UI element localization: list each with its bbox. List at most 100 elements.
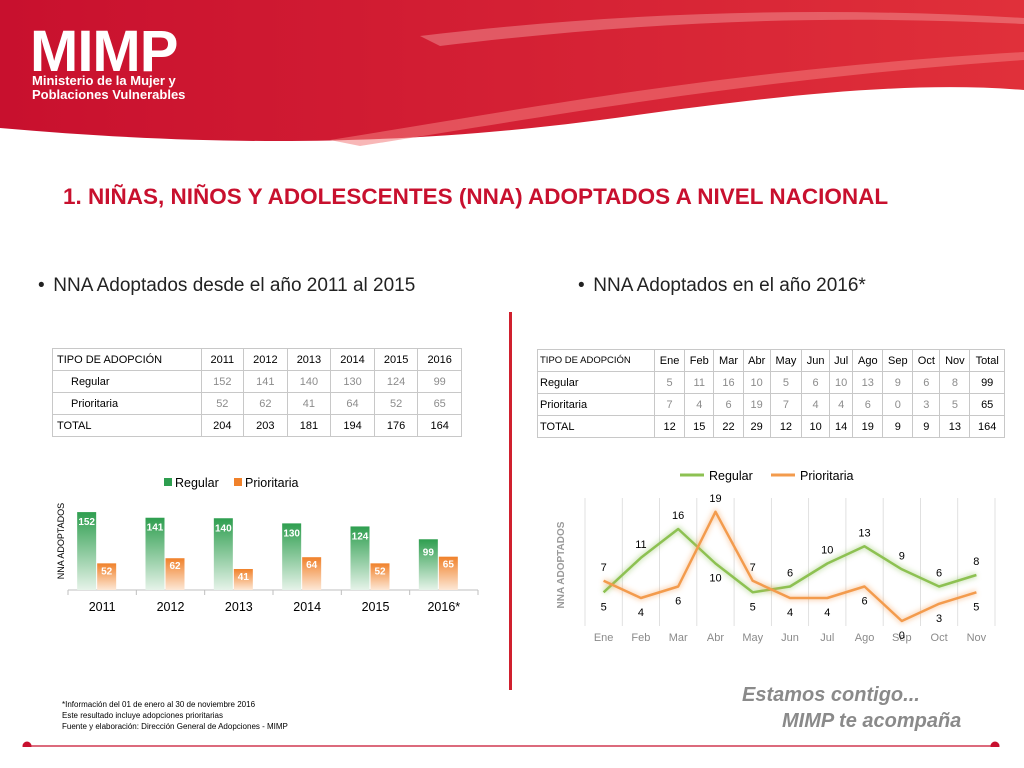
x-tick-label: 2013 bbox=[225, 600, 253, 614]
legend-label-regular: Regular bbox=[709, 469, 753, 483]
table-header-cell: Jul bbox=[828, 349, 854, 372]
bar-data-label: 62 bbox=[169, 561, 181, 572]
y-axis-label: NNA ADOPTADOS bbox=[556, 521, 567, 608]
slogan-line1: Estamos contigo... bbox=[742, 684, 920, 706]
data-label-prioritaria: 7 bbox=[601, 562, 607, 574]
table-cell: 52 bbox=[373, 392, 419, 415]
table-cell: 52 bbox=[200, 392, 245, 415]
footnote-line: *Información del 01 de enero al 30 de no… bbox=[62, 700, 256, 709]
data-label-regular: 10 bbox=[709, 573, 721, 585]
right-bullet-text: NNA Adoptados en el año 2016* bbox=[593, 275, 866, 296]
table-row: Prioritaria 52 62 41 64 52 65 bbox=[52, 392, 462, 415]
x-tick-label: 2016* bbox=[427, 600, 460, 614]
table-cell: 12 bbox=[769, 415, 803, 438]
bar-prioritaria bbox=[233, 568, 253, 590]
logo-subtitle-line1: Ministerio de la Mujer y bbox=[32, 73, 176, 88]
bar-data-label: 140 bbox=[215, 523, 232, 534]
row-label: TOTAL bbox=[52, 414, 202, 437]
x-tick-label: 2015 bbox=[362, 600, 390, 614]
x-tick-label: Abr bbox=[707, 632, 724, 644]
table-cell: 19 bbox=[742, 393, 771, 416]
bar-regular bbox=[213, 518, 233, 590]
bar-prioritaria bbox=[302, 557, 322, 590]
footnote-line: Fuente y elaboración: Dirección General … bbox=[62, 722, 288, 731]
bar-data-label: 130 bbox=[283, 528, 300, 539]
row-label: Regular bbox=[52, 370, 202, 393]
table-row: Regular 5 11 16 10 5 6 10 13 9 6 8 99 bbox=[536, 371, 1005, 394]
header-banner: MIMP Ministerio de la Mujer y Poblacione… bbox=[0, 0, 1024, 150]
row-label: Prioritaria bbox=[536, 393, 656, 416]
legend-swatch-regular bbox=[164, 478, 172, 486]
table-cell: 41 bbox=[286, 392, 332, 415]
footer-rule-dot-right bbox=[990, 741, 1000, 747]
monthly-adoption-table: TIPO DE ADOPCIÓN Ene Feb Mar Abr May Jun… bbox=[536, 349, 1005, 438]
bar-prioritaria bbox=[438, 556, 458, 590]
data-label-regular: 6 bbox=[787, 568, 793, 580]
yearly-adoption-table: TIPO DE ADOPCIÓN 2011 2012 2013 2014 201… bbox=[52, 348, 462, 437]
table-header-cell: TIPO DE ADOPCIÓN bbox=[52, 348, 202, 371]
bullet-dot-icon: • bbox=[578, 275, 585, 296]
data-label-prioritaria: 6 bbox=[861, 596, 867, 608]
table-cell: 15 bbox=[684, 415, 715, 438]
table-total-row: TOTAL 12 15 22 29 12 10 14 19 9 9 13 164 bbox=[536, 415, 1005, 438]
data-label-regular: 6 bbox=[936, 568, 942, 580]
data-label-prioritaria: 0 bbox=[899, 630, 905, 642]
x-tick-label: 2014 bbox=[293, 600, 321, 614]
vertical-divider bbox=[509, 312, 512, 690]
data-label-regular: 5 bbox=[750, 601, 756, 613]
x-tick-label: Feb bbox=[631, 632, 650, 644]
table-row: Regular 152 141 140 130 124 99 bbox=[52, 370, 462, 393]
data-label-prioritaria: 6 bbox=[675, 596, 681, 608]
data-label-regular: 13 bbox=[858, 527, 870, 539]
data-label-regular: 8 bbox=[973, 556, 979, 568]
header-wave-graphic bbox=[0, 0, 1024, 146]
x-tick-label: Ene bbox=[594, 632, 614, 644]
page-title: 1. NIÑAS, NIÑOS Y ADOLESCENTES (NNA) ADO… bbox=[63, 184, 889, 209]
bar-prioritaria bbox=[370, 563, 390, 590]
slogan-line2: MIMP te acompaña bbox=[782, 710, 962, 732]
table-cell: 16 bbox=[713, 371, 744, 394]
table-cell: 29 bbox=[742, 415, 771, 438]
logo-subtitle: Ministerio de la Mujer y Poblaciones Vul… bbox=[32, 74, 185, 102]
x-tick-label: Sep bbox=[892, 632, 912, 644]
bar-data-label: 152 bbox=[78, 517, 95, 528]
table-total-row: TOTAL 204 203 181 194 176 164 bbox=[52, 414, 462, 437]
y-axis-label: NNA ADOPTADOS bbox=[56, 503, 66, 579]
table-cell: 176 bbox=[373, 414, 419, 437]
bar-data-label: 41 bbox=[238, 572, 250, 583]
footnotes: *Información del 01 de enero al 30 de no… bbox=[62, 699, 288, 732]
footnote-line: Este resultado incluye adopciones priori… bbox=[62, 711, 223, 720]
table-cell: 13 bbox=[939, 415, 971, 438]
table-header-cell: 2014 bbox=[330, 348, 375, 371]
bar-prioritaria bbox=[97, 563, 117, 590]
bullet-dot-icon: • bbox=[38, 275, 45, 296]
table-header-cell: Sep bbox=[882, 349, 914, 372]
legend-label-prioritaria: Prioritaria bbox=[245, 476, 299, 490]
data-label-prioritaria: 7 bbox=[750, 562, 756, 574]
table-cell: 9 bbox=[912, 415, 941, 438]
table-header-cell: Nov bbox=[939, 349, 971, 372]
table-cell: 164 bbox=[417, 414, 462, 437]
x-tick-label: 2012 bbox=[157, 600, 185, 614]
series-line-prioritaria bbox=[603, 510, 977, 623]
left-bullet-text: NNA Adoptados desde el año 2011 al 2015 bbox=[53, 275, 416, 296]
table-cell: 194 bbox=[330, 414, 375, 437]
bar-prioritaria bbox=[165, 558, 185, 590]
bar-data-label: 52 bbox=[101, 566, 113, 577]
data-label-prioritaria: 4 bbox=[824, 607, 830, 619]
footer-rule-dot-left bbox=[22, 741, 32, 747]
x-tick-label: Ago bbox=[855, 632, 875, 644]
bar-data-label: 141 bbox=[147, 523, 164, 534]
bar-regular bbox=[77, 512, 97, 590]
table-cell: 22 bbox=[713, 415, 744, 438]
table-header-cell: 2013 bbox=[286, 348, 332, 371]
data-label-prioritaria: 19 bbox=[709, 493, 721, 505]
data-label-prioritaria: 4 bbox=[787, 607, 793, 619]
bar-regular bbox=[145, 517, 165, 590]
x-tick-label: Jun bbox=[781, 632, 799, 644]
logo-subtitle-line2: Poblaciones Vulnerables bbox=[32, 87, 186, 102]
x-tick-label: Mar bbox=[669, 632, 688, 644]
data-label-prioritaria: 4 bbox=[638, 607, 644, 619]
table-header-cell: 2015 bbox=[373, 348, 419, 371]
